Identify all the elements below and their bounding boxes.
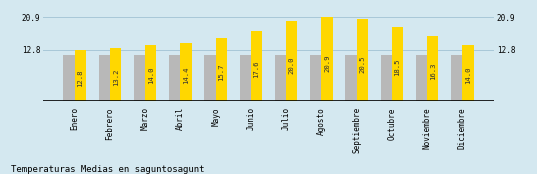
Text: 13.2: 13.2 [113, 68, 119, 86]
Bar [357, 19, 368, 101]
Bar [145, 45, 156, 101]
Bar [381, 55, 392, 101]
Bar [345, 55, 357, 101]
Bar [240, 55, 251, 101]
Bar [416, 55, 427, 101]
Text: 16.3: 16.3 [430, 63, 436, 80]
Text: 12.8: 12.8 [77, 69, 83, 87]
Bar [286, 21, 297, 101]
Bar [205, 55, 216, 101]
Text: 14.0: 14.0 [465, 67, 471, 85]
Text: 14.0: 14.0 [148, 67, 154, 85]
Bar [392, 27, 403, 101]
Bar [251, 31, 262, 101]
Bar [134, 55, 145, 101]
Bar [451, 55, 462, 101]
Text: 20.5: 20.5 [359, 55, 365, 73]
Text: 17.6: 17.6 [253, 61, 259, 78]
Bar [462, 45, 474, 101]
Bar [427, 36, 438, 101]
Bar [99, 55, 110, 101]
Bar [321, 17, 332, 101]
Bar [180, 43, 192, 101]
Bar [75, 50, 86, 101]
Bar [310, 55, 321, 101]
Bar [216, 38, 227, 101]
Bar [63, 55, 75, 101]
Bar [275, 55, 286, 101]
Text: 20.9: 20.9 [324, 55, 330, 72]
Text: 14.4: 14.4 [183, 66, 189, 84]
Text: 18.5: 18.5 [395, 59, 401, 76]
Bar [169, 55, 180, 101]
Bar [110, 48, 121, 101]
Text: 15.7: 15.7 [219, 64, 224, 81]
Text: Temperaturas Medias en saguntosagunt: Temperaturas Medias en saguntosagunt [11, 165, 204, 174]
Text: 20.0: 20.0 [289, 56, 295, 74]
